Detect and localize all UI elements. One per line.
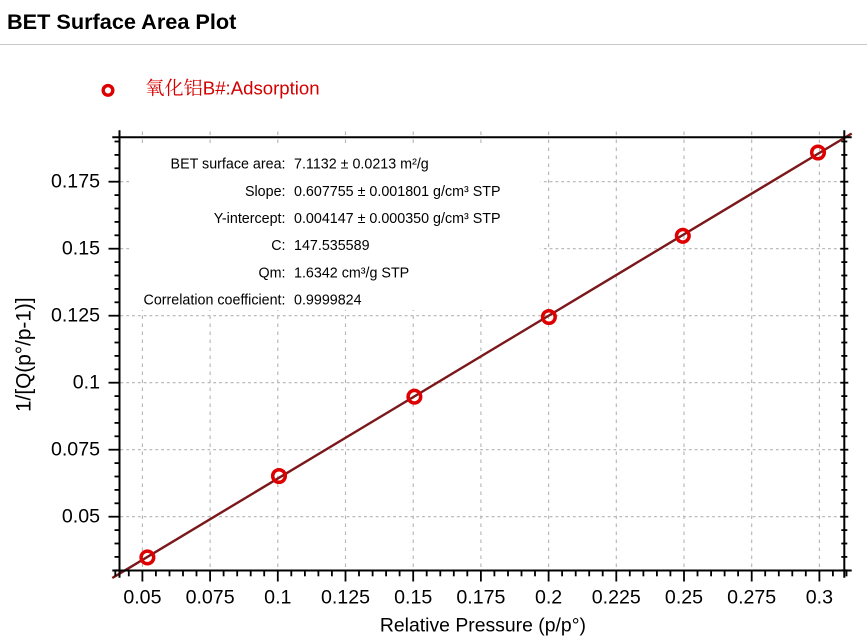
svg-text:0.05: 0.05 [123, 586, 161, 608]
svg-text:0.275: 0.275 [727, 586, 776, 608]
svg-text:0.075: 0.075 [51, 438, 100, 460]
svg-text:0.15: 0.15 [62, 237, 100, 259]
svg-text:0.125: 0.125 [321, 586, 370, 608]
svg-text:BET Surface Area Plot: BET Surface Area Plot [7, 9, 236, 34]
svg-text:0.15: 0.15 [394, 586, 432, 608]
svg-text:0.075: 0.075 [186, 586, 235, 608]
svg-text:0.3: 0.3 [806, 586, 833, 608]
svg-text:147.535589: 147.535589 [294, 238, 370, 254]
svg-text:B#:Adsorption: B#:Adsorption [203, 78, 320, 99]
svg-text:1.6342 cm³/g STP: 1.6342 cm³/g STP [294, 265, 409, 281]
svg-text:1/[Q(p°/p-1)]: 1/[Q(p°/p-1)] [13, 297, 36, 412]
svg-text:0.175: 0.175 [456, 586, 505, 608]
svg-text:0.1: 0.1 [73, 371, 100, 393]
svg-text:0.9999824: 0.9999824 [294, 293, 362, 309]
svg-text:BET surface area:: BET surface area: [171, 157, 286, 173]
svg-text:0.25: 0.25 [665, 586, 703, 608]
svg-text:0.004147 ± 0.000350 g/cm³ STP: 0.004147 ± 0.000350 g/cm³ STP [294, 211, 501, 227]
svg-text:0.175: 0.175 [51, 170, 100, 192]
svg-text:0.225: 0.225 [592, 586, 641, 608]
svg-text:0.125: 0.125 [51, 304, 100, 326]
svg-text:C:: C: [271, 238, 285, 254]
svg-text:Qm:: Qm: [258, 265, 285, 281]
svg-text:Y-intercept:: Y-intercept: [214, 211, 286, 227]
svg-text:Relative Pressure (p/p°): Relative Pressure (p/p°) [380, 615, 586, 637]
svg-text:Slope:: Slope: [245, 184, 286, 200]
svg-text:0.1: 0.1 [264, 586, 291, 608]
svg-text:7.1132 ± 0.0213 m²/g: 7.1132 ± 0.0213 m²/g [294, 157, 429, 173]
svg-text:0.05: 0.05 [62, 505, 100, 527]
svg-text:Correlation coefficient:: Correlation coefficient: [144, 293, 286, 309]
svg-text:0.2: 0.2 [535, 586, 562, 608]
svg-text:0.607755 ± 0.001801 g/cm³ STP: 0.607755 ± 0.001801 g/cm³ STP [294, 184, 501, 200]
